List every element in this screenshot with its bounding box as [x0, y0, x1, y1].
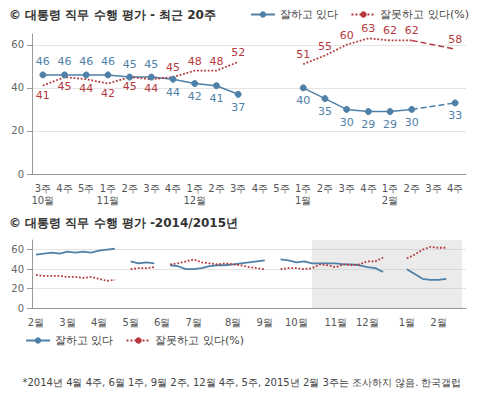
svg-text:42: 42	[188, 90, 202, 103]
svg-text:62: 62	[383, 24, 397, 37]
svg-text:45: 45	[144, 58, 158, 71]
svg-text:4주: 4주	[447, 183, 463, 194]
svg-text:© 대통령 직무 수행 평가 - 최근 20주: © 대통령 직무 수행 평가 - 최근 20주	[9, 8, 216, 22]
svg-text:12월: 12월	[183, 195, 206, 206]
svg-text:62: 62	[405, 24, 419, 37]
svg-text:30: 30	[340, 116, 354, 129]
svg-text:48: 48	[209, 55, 223, 68]
svg-text:45: 45	[123, 80, 137, 93]
svg-text:4주: 4주	[56, 183, 72, 194]
svg-text:52: 52	[231, 46, 245, 59]
svg-text:5월: 5월	[122, 317, 138, 328]
svg-text:4주: 4주	[165, 183, 181, 194]
svg-text:4월: 4월	[91, 317, 107, 328]
svg-text:6월: 6월	[154, 317, 170, 328]
svg-text:48: 48	[188, 55, 202, 68]
svg-text:20: 20	[11, 125, 24, 136]
svg-text:잘하고 있다: 잘하고 있다	[55, 334, 114, 347]
svg-text:35: 35	[318, 105, 332, 118]
svg-text:5주: 5주	[273, 183, 289, 194]
svg-text:2주: 2주	[317, 183, 333, 194]
svg-text:*2014년 4월 4주, 6월 1주, 9월 2주, 12: *2014년 4월 4주, 6월 1주, 9월 2주, 12월 4주, 5주, …	[23, 377, 462, 388]
svg-text:41: 41	[36, 89, 50, 102]
svg-text:1주: 1주	[382, 183, 398, 194]
svg-text:63: 63	[361, 22, 375, 35]
svg-text:3주: 3주	[143, 183, 159, 194]
svg-text:0: 0	[18, 303, 24, 314]
svg-text:40: 40	[11, 264, 24, 275]
svg-text:30: 30	[405, 116, 419, 129]
svg-text:46: 46	[101, 55, 115, 68]
svg-text:12월: 12월	[356, 317, 379, 328]
svg-text:46: 46	[79, 55, 93, 68]
svg-text:11월: 11월	[97, 195, 120, 206]
svg-text:60: 60	[11, 39, 24, 50]
svg-text:3주: 3주	[230, 183, 246, 194]
svg-text:8월: 8월	[225, 317, 241, 328]
svg-text:5주: 5주	[78, 183, 94, 194]
svg-text:29: 29	[383, 118, 397, 131]
svg-text:7월: 7월	[186, 317, 202, 328]
svg-text:20: 20	[11, 283, 24, 294]
svg-text:2주: 2주	[121, 183, 137, 194]
svg-text:45: 45	[58, 80, 72, 93]
svg-text:58: 58	[448, 33, 462, 46]
svg-text:33: 33	[448, 109, 462, 122]
svg-text:4주: 4주	[360, 183, 376, 194]
svg-text:60: 60	[11, 244, 24, 255]
svg-text:40: 40	[296, 94, 310, 107]
svg-text:45: 45	[166, 61, 180, 74]
svg-text:0: 0	[18, 169, 24, 180]
svg-text:37: 37	[231, 101, 245, 114]
svg-text:잘하고 있다: 잘하고 있다	[280, 8, 339, 21]
svg-text:잘못하고 있다(%): 잘못하고 있다(%)	[155, 334, 244, 347]
svg-text:10월: 10월	[31, 195, 54, 206]
svg-text:1월: 1월	[399, 317, 415, 328]
svg-text:2월: 2월	[382, 195, 398, 206]
svg-text:46: 46	[58, 55, 72, 68]
svg-text:29: 29	[361, 118, 375, 131]
svg-text:3월: 3월	[59, 317, 75, 328]
svg-text:3주: 3주	[35, 183, 51, 194]
svg-text:1주: 1주	[100, 183, 116, 194]
svg-text:1주: 1주	[295, 183, 311, 194]
svg-text:1주: 1주	[187, 183, 203, 194]
svg-text:2주: 2주	[404, 183, 420, 194]
svg-text:4주: 4주	[252, 183, 268, 194]
svg-text:3주: 3주	[338, 183, 354, 194]
svg-text:11월: 11월	[324, 317, 347, 328]
svg-text:10월: 10월	[285, 317, 308, 328]
svg-text:1월: 1월	[295, 195, 311, 206]
svg-text:40: 40	[11, 82, 24, 93]
svg-text:55: 55	[318, 40, 332, 53]
svg-text:3주: 3주	[425, 183, 441, 194]
svg-text:44: 44	[79, 82, 93, 95]
svg-text:45: 45	[123, 58, 137, 71]
svg-text:9월: 9월	[257, 317, 273, 328]
svg-text:잘못하고 있다(%): 잘못하고 있다(%)	[380, 8, 469, 21]
svg-text:51: 51	[296, 48, 310, 61]
svg-text:44: 44	[144, 82, 158, 95]
svg-text:2월: 2월	[430, 317, 446, 328]
svg-text:44: 44	[166, 86, 180, 99]
svg-text:2월: 2월	[28, 317, 44, 328]
svg-text:46: 46	[36, 55, 50, 68]
svg-text:42: 42	[101, 87, 115, 100]
svg-text:60: 60	[340, 29, 354, 42]
svg-text:2주: 2주	[208, 183, 224, 194]
svg-text:41: 41	[209, 92, 223, 105]
svg-text:© 대통령 직무 수행 평가 -2014/2015년: © 대통령 직무 수행 평가 -2014/2015년	[9, 216, 238, 230]
